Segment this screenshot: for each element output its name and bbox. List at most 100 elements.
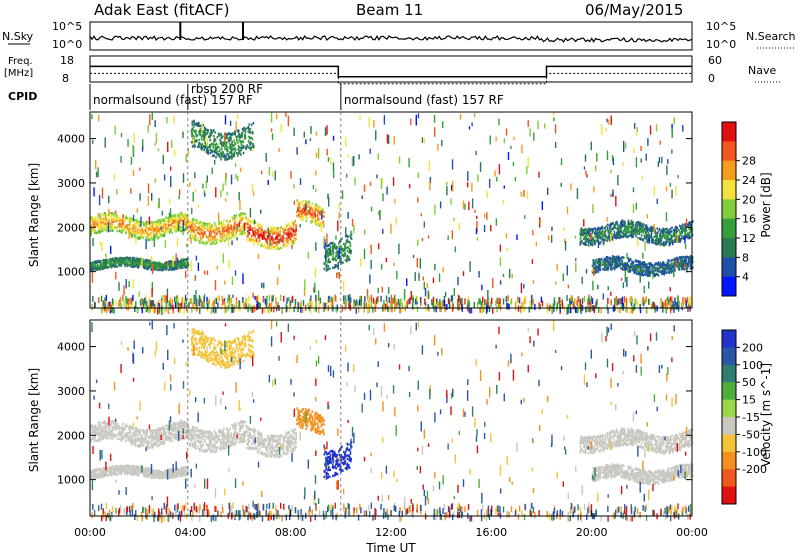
power-cell: [612, 190, 613, 197]
power-cell: [647, 234, 649, 236]
power-cell: [204, 127, 206, 129]
power-cell: [225, 115, 226, 124]
power-cell: [249, 137, 251, 139]
freq-tick-top: 18: [60, 54, 74, 67]
power-cell: [154, 228, 156, 230]
power-cell: [592, 267, 593, 272]
power-cell: [442, 121, 443, 128]
power-cell: [258, 242, 260, 244]
power-cell: [186, 227, 188, 229]
power-cell: [659, 271, 661, 273]
power-cell: [209, 149, 211, 151]
power-cell: [199, 222, 201, 224]
power-cell: [198, 221, 200, 223]
power-cell: [220, 240, 222, 242]
power-cell: [232, 233, 234, 235]
power-cell: [224, 281, 225, 285]
power-cell: [614, 263, 616, 265]
power-cell: [290, 301, 291, 307]
power-cell: [423, 277, 424, 281]
power-cell: [292, 228, 294, 230]
power-cell: [92, 267, 94, 269]
power-cell: [127, 262, 129, 264]
power-cell: [256, 238, 258, 240]
power-cell: [300, 215, 302, 217]
power-cell: [162, 219, 164, 221]
power-cell: [233, 227, 235, 229]
power-cell: [687, 306, 688, 312]
power-cell: [649, 228, 651, 230]
power-cell: [593, 263, 595, 265]
power-cell: [331, 242, 333, 244]
power-cell: [332, 242, 334, 244]
power-cell: [328, 157, 329, 161]
power-cell: [226, 230, 228, 232]
power-cell: [202, 241, 204, 243]
power-cell: [332, 255, 334, 257]
power-cell: [291, 233, 293, 235]
power-cell: [508, 152, 509, 160]
power-cell: [246, 239, 248, 241]
power-cell: [100, 217, 102, 219]
freq-line: [90, 66, 692, 76]
power-cell: [675, 226, 677, 228]
power-cell: [224, 133, 225, 143]
power-cell: [188, 226, 190, 228]
power-cell: [592, 244, 594, 246]
power-cell: [214, 235, 216, 237]
power-cell: [212, 151, 214, 153]
power-cell: [672, 243, 674, 245]
power-cell: [526, 166, 527, 174]
power-cell: [173, 215, 175, 217]
power-cell: [193, 125, 195, 127]
power-cell: [591, 228, 593, 230]
power-cell: [95, 260, 97, 262]
power-cell: [196, 124, 198, 126]
power-cell: [655, 269, 657, 271]
power-cell: [146, 232, 148, 234]
power-cell: [198, 240, 200, 242]
power-cell: [619, 234, 621, 236]
power-cell: [188, 223, 190, 225]
power-cell: [511, 298, 512, 304]
power-cell: [149, 114, 150, 125]
power-cell: [616, 234, 618, 236]
power-cell: [683, 265, 685, 267]
power-cell: [337, 272, 338, 275]
power-cell: [596, 240, 598, 242]
power-cell: [292, 222, 294, 224]
power-cell: [647, 241, 649, 243]
power-cell: [151, 193, 152, 201]
power-cell: [670, 228, 672, 230]
power-cell: [120, 259, 122, 261]
power-cell: [132, 257, 134, 259]
power-cell: [250, 229, 252, 231]
power-cell: [175, 302, 176, 308]
power-cell: [250, 148, 252, 150]
station-title: Adak East (fitACF): [94, 1, 229, 19]
power-cell: [633, 269, 635, 271]
power-cell: [225, 156, 227, 158]
power-cell: [646, 271, 648, 273]
power-cell: [201, 136, 203, 138]
power-cell: [133, 259, 135, 261]
power-cell: [377, 296, 378, 302]
power-cell: [175, 266, 177, 268]
power-cell: [319, 222, 321, 224]
power-cell: [236, 237, 237, 240]
power-cell: [332, 246, 334, 248]
power-cell: [611, 223, 613, 225]
power-cell: [617, 262, 619, 264]
power-cell: [247, 306, 248, 312]
power-cell: [272, 227, 274, 229]
power-cell: [205, 241, 207, 243]
power-cell: [182, 213, 184, 215]
power-cell: [93, 225, 95, 227]
power-cell: [206, 148, 208, 150]
power-cell: [275, 232, 277, 234]
power-cell: [213, 154, 215, 156]
power-cell: [440, 201, 441, 208]
power-cell: [105, 262, 107, 264]
power-cell: [197, 237, 199, 239]
power-cell: [243, 232, 245, 234]
